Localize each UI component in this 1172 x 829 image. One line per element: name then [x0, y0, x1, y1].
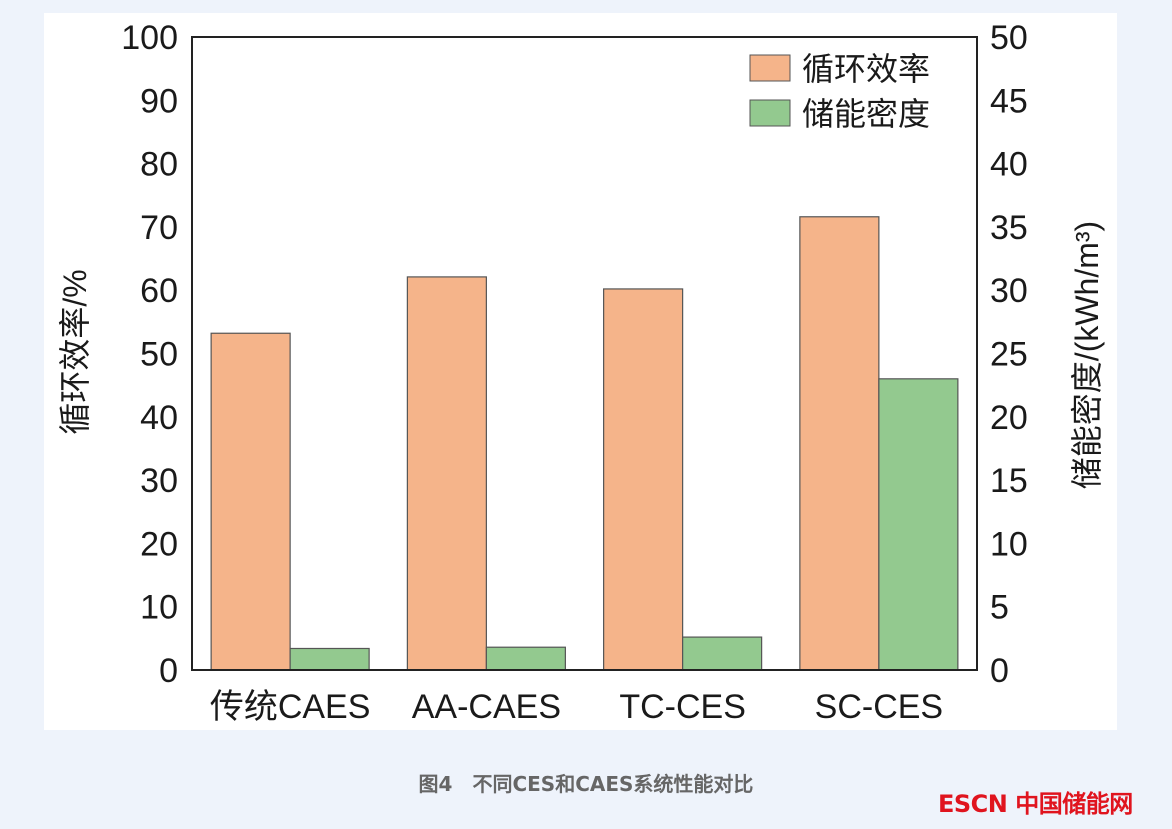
- y-tick-label-right: 40: [990, 146, 1028, 184]
- y-tick-label-left: 40: [140, 399, 178, 437]
- figure-caption: 图4 不同CES和CAES系统性能对比: [418, 772, 754, 796]
- y-tick-label-right: 50: [990, 19, 1028, 57]
- y-tick-label-left: 50: [140, 336, 178, 374]
- x-tick-label: TC-CES: [619, 688, 746, 726]
- y-tick-label-left: 100: [121, 19, 178, 57]
- y-tick-label-right: 0: [990, 652, 1009, 690]
- y-axis-title-left: 循环效率/%: [57, 269, 93, 434]
- y-tick-label-left: 70: [140, 209, 178, 247]
- bar-density: [289, 647, 370, 671]
- y-axis-title-right: 储能密度/(kWh/m³): [1069, 221, 1105, 489]
- y-tick-label-right: 25: [990, 336, 1028, 374]
- y-tick-label-right: 10: [990, 525, 1028, 563]
- y-tick-label-right: 15: [990, 462, 1028, 500]
- y-tick-label-left: 10: [140, 589, 178, 627]
- y-tick-label-left: 80: [140, 146, 178, 184]
- x-tick-label: SC-CES: [815, 688, 943, 726]
- x-tick-label: 传统CAES: [210, 688, 371, 726]
- y-tick-label-left: 30: [140, 462, 178, 500]
- bar-density: [485, 646, 566, 671]
- y-tick-label-right: 5: [990, 589, 1009, 627]
- y-tick-label-left: 90: [140, 82, 178, 120]
- y-tick-label-left: 60: [140, 272, 178, 310]
- y-tick-label-left: 20: [140, 525, 178, 563]
- x-tick-label: AA-CAES: [412, 688, 561, 726]
- bar-efficiency: [603, 288, 684, 671]
- y-tick-label-left: 0: [159, 652, 178, 690]
- bar-density: [682, 636, 763, 671]
- plot-frame: [191, 36, 978, 671]
- bar-efficiency: [210, 332, 291, 671]
- y-tick-label-right: 35: [990, 209, 1028, 247]
- legend-label: 储能密度: [802, 96, 930, 132]
- escn-logo: ESCN 中国储能网: [938, 790, 1133, 818]
- y-tick-label-right: 20: [990, 399, 1028, 437]
- legend-swatch: [749, 54, 791, 82]
- y-tick-label-right: 45: [990, 82, 1028, 120]
- legend-label: 循环效率: [802, 51, 930, 87]
- bar-efficiency: [799, 216, 880, 671]
- bar-efficiency: [406, 276, 487, 671]
- y-tick-label-right: 30: [990, 272, 1028, 310]
- bar-density: [878, 378, 959, 671]
- legend-swatch: [749, 99, 791, 127]
